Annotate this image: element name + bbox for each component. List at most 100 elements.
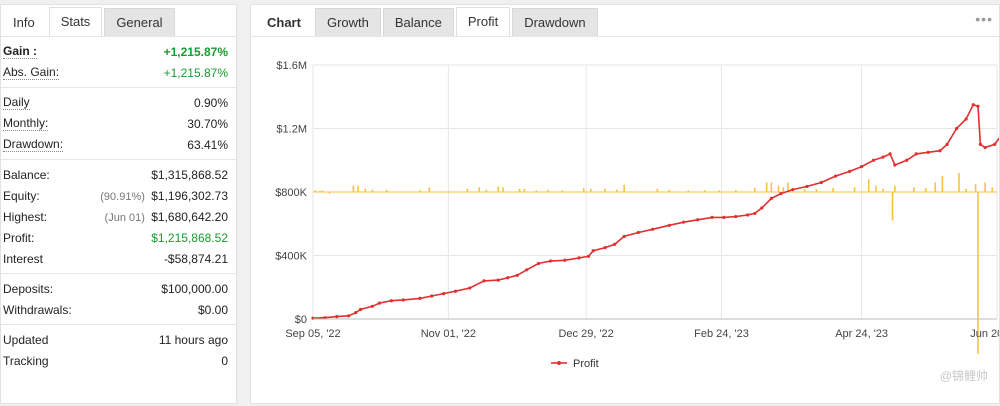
- tab-profit[interactable]: Profit: [455, 7, 511, 36]
- highest-label: Highest:: [3, 209, 48, 224]
- equity-value: $1,196,302.73: [151, 188, 228, 203]
- updated-value: 11 hours ago: [158, 332, 228, 347]
- profit-point: [769, 196, 773, 200]
- equity-row: Equity: (90.91%) $1,196,302.73: [1, 185, 236, 206]
- y-tick-label: $1.2M: [276, 124, 307, 136]
- tab-drawdown[interactable]: Drawdown: [512, 8, 598, 36]
- profit-bar: [687, 190, 690, 192]
- chart-tabbar: Chart Growth Balance Profit Drawdown •••: [251, 5, 999, 37]
- profit-bar: [867, 179, 870, 192]
- profit-point: [881, 155, 885, 159]
- tab-info[interactable]: Info: [13, 15, 35, 30]
- profit-bar: [466, 188, 469, 192]
- balance-value: $1,315,868.52: [151, 167, 228, 182]
- profit-point: [418, 296, 422, 300]
- profit-bar: [977, 192, 979, 354]
- profit-point: [548, 259, 553, 263]
- profit-point: [983, 145, 987, 150]
- profit-row: Profit: $1,215,868.52: [1, 227, 236, 248]
- more-dots-icon[interactable]: •••: [975, 11, 993, 27]
- profit-point: [525, 268, 529, 272]
- tab-chart[interactable]: Chart: [267, 15, 301, 30]
- profit-point: [696, 218, 700, 222]
- profit-point: [482, 279, 486, 283]
- profit-bar: [853, 187, 856, 192]
- profit-point: [430, 294, 434, 298]
- highest-value: $1,680,642.20: [151, 209, 228, 224]
- x-tick-label: Feb 24, '23: [694, 328, 749, 340]
- equity-value-group: (90.91%) $1,196,302.73: [100, 189, 228, 203]
- y-tick-label: $400K: [275, 251, 307, 263]
- profit-label: Profit:: [3, 230, 35, 245]
- withdrawals-value: $0.00: [197, 302, 228, 317]
- gain-label[interactable]: Gain :: [3, 44, 38, 59]
- profit-bar: [502, 187, 504, 192]
- profit-point: [746, 213, 750, 217]
- profit-bar: [385, 189, 388, 192]
- profit-bar: [704, 190, 706, 192]
- gain-group: Gain : +1,215.87% Abs. Gain: +1,215.87%: [1, 37, 236, 88]
- profit-point: [577, 256, 581, 260]
- tracking-label: Tracking: [3, 353, 49, 368]
- profit-point: [710, 215, 714, 219]
- profit-bar: [965, 188, 967, 192]
- legend-profit-label[interactable]: Profit: [573, 358, 599, 370]
- rates-group: Daily 0.90% Monthly: 30.70% Drawdown: 63…: [1, 88, 236, 160]
- profit-bar: [782, 187, 785, 192]
- chart-bars: [313, 172, 997, 354]
- abs-gain-row: Abs. Gain: +1,215.87%: [1, 62, 236, 83]
- profit-bar: [777, 185, 780, 192]
- tab-general[interactable]: General: [104, 8, 175, 36]
- profit-point: [370, 304, 374, 308]
- profit-bar: [882, 188, 884, 192]
- profit-point: [871, 158, 876, 162]
- tab-balance[interactable]: Balance: [382, 8, 454, 36]
- monthly-label[interactable]: Monthly:: [3, 116, 49, 131]
- profit-point: [354, 311, 358, 315]
- profit-point: [955, 126, 959, 131]
- profit-point: [833, 174, 838, 178]
- profit-point: [515, 273, 519, 277]
- equity-label: Equity:: [3, 188, 40, 203]
- profit-point: [563, 258, 567, 262]
- profit-bar: [753, 188, 756, 192]
- interest-label: Interest: [3, 251, 44, 266]
- profit-point: [779, 191, 783, 196]
- funds-group: Deposits: $100,000.00 Withdrawals: $0.00: [1, 274, 236, 325]
- profit-point: [722, 215, 726, 219]
- deposits-row: Deposits: $100,000.00: [1, 278, 236, 299]
- profit-point: [945, 142, 949, 146]
- profit-bar: [561, 190, 564, 192]
- profit-value: $1,215,868.52: [151, 230, 228, 245]
- balance-label: Balance:: [3, 167, 50, 182]
- profit-bar: [497, 186, 500, 192]
- profit-bar: [314, 190, 317, 192]
- profit-bar: [718, 190, 720, 192]
- profit-bar: [668, 189, 671, 192]
- profit-point: [938, 149, 942, 153]
- profit-point: [805, 184, 809, 189]
- profit-bar: [616, 189, 618, 192]
- profit-point: [468, 286, 472, 290]
- y-tick-label: $800K: [275, 187, 307, 199]
- tab-growth[interactable]: Growth: [314, 8, 381, 36]
- stats-tabbar: Info Stats General: [1, 5, 236, 37]
- highest-row: Highest: (Jun 01) $1,680,642.20: [1, 206, 236, 227]
- daily-label[interactable]: Daily: [3, 95, 30, 110]
- profit-point: [389, 299, 393, 303]
- tracking-value: 0: [221, 353, 228, 368]
- x-tick-label: Jun 20, '23: [970, 328, 999, 340]
- abs-gain-label[interactable]: Abs. Gain:: [3, 65, 60, 80]
- chart-legend[interactable]: Profit: [551, 358, 599, 370]
- balance-row: Balance: $1,315,868.52: [1, 164, 236, 185]
- profit-bar: [734, 190, 737, 192]
- profit-bar: [991, 187, 994, 192]
- tab-stats[interactable]: Stats: [48, 7, 103, 36]
- equity-percent: (90.91%): [100, 190, 145, 203]
- profit-point: [603, 245, 607, 250]
- profit-point: [681, 220, 686, 224]
- drawdown-label[interactable]: Drawdown:: [3, 137, 64, 152]
- profit-bar: [371, 189, 374, 192]
- profit-point: [591, 249, 595, 253]
- withdrawals-label: Withdrawals:: [3, 302, 72, 317]
